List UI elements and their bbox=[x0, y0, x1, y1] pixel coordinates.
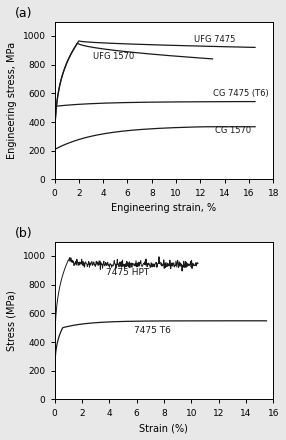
X-axis label: Strain (%): Strain (%) bbox=[140, 423, 188, 433]
Y-axis label: Engineering stress, MPa: Engineering stress, MPa bbox=[7, 42, 17, 159]
Text: UFG 1570: UFG 1570 bbox=[94, 52, 135, 61]
Text: CG 1570: CG 1570 bbox=[215, 126, 251, 135]
Text: CG 7475 (T6): CG 7475 (T6) bbox=[212, 89, 268, 98]
Text: UFG 7475: UFG 7475 bbox=[194, 35, 236, 44]
Text: (b): (b) bbox=[15, 227, 33, 240]
Text: (a): (a) bbox=[15, 7, 33, 20]
Text: 7475 HPT: 7475 HPT bbox=[106, 268, 150, 277]
Text: 7475 T6: 7475 T6 bbox=[134, 326, 171, 335]
Y-axis label: Stress (MPa): Stress (MPa) bbox=[7, 290, 17, 351]
X-axis label: Engineering strain, %: Engineering strain, % bbox=[111, 203, 217, 213]
